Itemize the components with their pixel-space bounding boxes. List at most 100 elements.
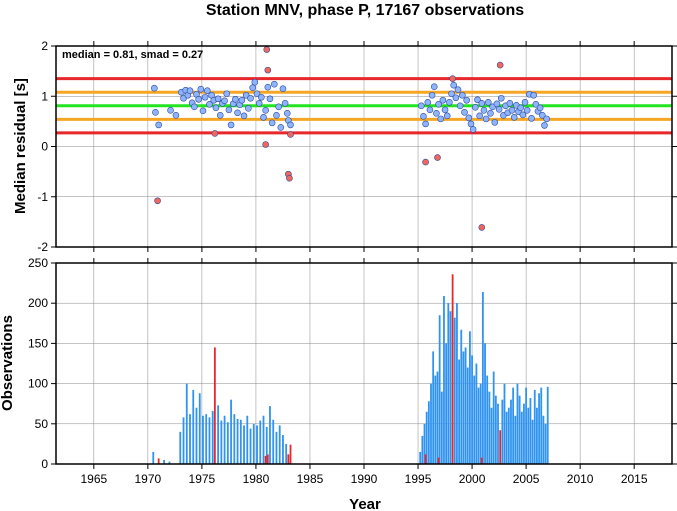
x-tick-label: 1985	[297, 472, 324, 486]
y-tick-label: 2	[41, 39, 48, 53]
residual-point	[493, 100, 501, 108]
observation-bar	[205, 414, 208, 464]
observation-bar	[239, 419, 242, 464]
observation-bar	[269, 406, 271, 464]
residual-point	[443, 112, 451, 120]
residual-point	[212, 104, 220, 112]
residual-point	[495, 106, 503, 113]
residual-point	[253, 90, 261, 98]
residual-point	[258, 93, 265, 101]
observation-bar	[445, 343, 448, 464]
outlier-point	[264, 66, 272, 74]
outlier-bar	[451, 274, 454, 464]
outlier-bar	[213, 347, 216, 464]
outlier-bar	[264, 455, 267, 464]
observation-bar	[501, 399, 504, 464]
x-tick-label: 2005	[513, 472, 540, 486]
observation-bar	[434, 375, 437, 464]
chart-title: Station MNV, phase P, 17167 observations	[206, 2, 524, 19]
outlier-point	[211, 130, 219, 137]
observation-bar	[529, 398, 532, 464]
observation-bar	[440, 391, 443, 464]
residual-point	[277, 124, 285, 131]
x-tick-label: 1975	[189, 472, 216, 486]
residual-point	[249, 84, 256, 92]
observation-bar	[507, 407, 510, 464]
residual-point	[523, 107, 531, 114]
observation-bar	[252, 423, 255, 464]
outlier-point	[449, 75, 456, 82]
observation-bar	[460, 329, 463, 464]
residual-point	[251, 78, 259, 86]
residual-point	[247, 94, 254, 102]
residual-point	[201, 93, 209, 101]
residual-point	[452, 94, 460, 102]
residual-point	[487, 110, 494, 117]
observation-bar	[523, 403, 525, 464]
observation-bar	[262, 415, 265, 464]
observation-bar	[208, 417, 211, 464]
observation-bar	[195, 407, 198, 464]
observation-bar	[481, 291, 484, 464]
observation-bar	[163, 459, 165, 464]
residual-point	[223, 90, 231, 98]
observation-bar	[443, 295, 445, 464]
observation-bar	[198, 393, 201, 464]
residual-point	[472, 104, 479, 111]
observation-bar	[447, 303, 450, 464]
observation-bar	[514, 415, 517, 464]
outlier-point	[286, 174, 293, 182]
outlier-bar	[266, 454, 269, 464]
residual-point	[240, 112, 248, 120]
observation-panel: 1965 1970 1975 1980 1985 1990 1995 2000 2005 2010…	[28, 256, 677, 486]
x-tick-label: 1980	[243, 472, 270, 486]
residual-point	[454, 86, 462, 94]
x-axis-label: Year	[349, 496, 381, 511]
observation-bar	[278, 425, 281, 464]
observation-bar	[477, 387, 480, 464]
x-tick-label: 2015	[621, 472, 648, 486]
observation-bar	[466, 367, 469, 464]
residual-point	[262, 107, 269, 114]
residual-point	[510, 114, 518, 121]
observation-bar	[246, 415, 249, 464]
observation-bar	[490, 407, 493, 464]
residual-point	[541, 122, 548, 129]
y-tick-label: 100	[28, 377, 48, 391]
residual-point	[426, 106, 434, 114]
residual-point	[437, 115, 445, 123]
observation-bar	[536, 407, 538, 464]
outlier-bar	[287, 454, 290, 464]
observation-bar	[497, 403, 499, 464]
observation-bar	[486, 375, 489, 464]
observation-bar	[168, 461, 171, 464]
residual-point	[422, 120, 429, 128]
residual-point	[439, 96, 447, 104]
observation-bar	[243, 425, 245, 464]
observation-bar	[202, 415, 204, 464]
residual-point	[467, 120, 475, 128]
outlier-bar	[480, 457, 483, 464]
observation-bar	[538, 393, 540, 464]
x-tick-label: 2000	[459, 472, 486, 486]
residual-point	[476, 112, 483, 120]
residual-point	[491, 119, 499, 126]
outlier-bar	[499, 430, 502, 464]
observation-bar	[236, 418, 239, 464]
residual-point	[266, 95, 274, 103]
observation-bar	[484, 343, 486, 464]
observation-bar	[423, 423, 426, 464]
residual-point	[484, 98, 492, 106]
y-tick-label: 0	[41, 457, 48, 471]
observation-bar	[464, 347, 467, 464]
residual-point	[465, 114, 473, 122]
statistics-annotation: median = 0.81, smad = 0.27	[62, 49, 203, 61]
observation-bar	[152, 451, 155, 464]
observation-bar	[469, 331, 471, 464]
observation-bar	[256, 425, 258, 464]
observation-bar	[436, 371, 439, 464]
residual-point	[459, 91, 466, 99]
residual-point	[191, 103, 198, 111]
observation-bar	[421, 435, 424, 464]
residual-point	[482, 115, 490, 123]
